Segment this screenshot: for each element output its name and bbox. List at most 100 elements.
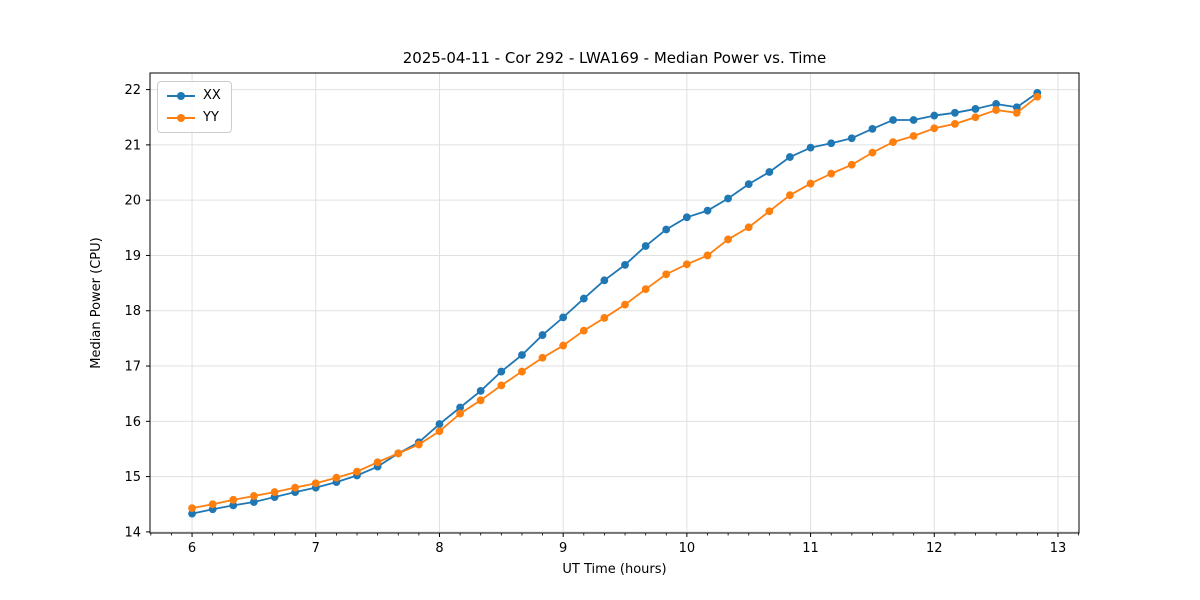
- y-tick-label: 17: [124, 360, 141, 375]
- series-YY-point: [332, 473, 341, 482]
- series-YY-point: [600, 314, 609, 322]
- series-XX-point: [229, 501, 238, 510]
- legend-line-marker-icon: [167, 87, 195, 105]
- chart-title: 2025-04-11 - Cor 292 - LWA169 - Median P…: [402, 49, 827, 67]
- series-XX-point: [600, 276, 609, 285]
- series-XX-point: [538, 331, 547, 339]
- series-XX-point: [641, 242, 650, 250]
- series-XX-point: [992, 100, 1001, 108]
- series-XX-point: [909, 116, 918, 124]
- series-XX-point: [786, 153, 794, 161]
- series-XX-point: [250, 498, 258, 506]
- series-YY-point: [662, 270, 671, 279]
- series-YY-point: [208, 500, 217, 509]
- series-YY-point: [497, 381, 506, 390]
- series-XX-point: [497, 367, 506, 376]
- series-XX-point: [662, 225, 671, 234]
- legend-label-xx: XX: [203, 88, 221, 103]
- series-YY-point: [518, 367, 526, 376]
- x-tick-label: 11: [802, 541, 819, 556]
- series-YY-point: [188, 504, 196, 513]
- series-YY-point: [889, 138, 897, 147]
- series-XX-point: [435, 420, 444, 428]
- y-tick-label: 22: [124, 83, 141, 98]
- series-YY-point: [414, 440, 423, 449]
- y-tick-label: 15: [124, 470, 141, 485]
- series-XX-point: [827, 139, 836, 148]
- legend: XX YY: [157, 81, 232, 133]
- series-XX-point: [579, 294, 588, 303]
- series-YY-point: [868, 148, 877, 157]
- series-XX-point: [951, 108, 959, 117]
- series-XX-point: [765, 168, 774, 176]
- legend-label-yy: YY: [203, 110, 219, 125]
- y-tick-label: 21: [124, 138, 141, 153]
- series-YY-point: [682, 260, 691, 269]
- legend-item-xx: XX: [167, 87, 221, 105]
- series-YY-point: [250, 492, 258, 500]
- series-YY-point: [291, 483, 300, 492]
- series-XX-point: [868, 124, 877, 133]
- legend-line-marker-icon: [167, 109, 195, 127]
- series-YY-point: [579, 326, 588, 335]
- series-XX-point: [476, 387, 485, 395]
- series-YY-point: [765, 207, 774, 216]
- series-XX-point: [889, 116, 897, 124]
- series-XX-point: [971, 105, 980, 113]
- x-tick-label: 8: [435, 541, 443, 556]
- series-YY-point: [476, 396, 485, 405]
- series-YY-point: [311, 479, 320, 488]
- series-YY-point: [909, 132, 918, 140]
- x-tick-label: 6: [188, 541, 196, 556]
- series-YY-point: [992, 106, 1001, 114]
- series-YY-point: [394, 449, 403, 458]
- series-XX-point: [847, 134, 856, 143]
- series-XX-point: [559, 313, 568, 322]
- series-XX-point: [682, 213, 691, 222]
- y-tick-label: 14: [124, 525, 141, 540]
- series-YY-point: [435, 427, 444, 436]
- series-XX-line: [191, 92, 1038, 515]
- x-tick-label: 9: [559, 541, 567, 556]
- series-YY-point: [847, 160, 856, 169]
- series-YY-point: [353, 467, 361, 476]
- series-YY-point: [1033, 92, 1042, 101]
- series-YY-point: [827, 169, 836, 178]
- legend-item-yy: YY: [167, 109, 221, 127]
- series-YY-point: [270, 488, 279, 496]
- series-YY-point: [559, 341, 568, 350]
- series-YY-point: [744, 223, 753, 232]
- series-YY-point: [641, 285, 650, 294]
- series-YY-point: [951, 119, 959, 128]
- series-XX-point: [703, 206, 712, 215]
- series-XX-point: [621, 260, 629, 269]
- x-tick-label: 13: [1050, 541, 1067, 556]
- series-YY-line: [191, 96, 1038, 510]
- series-YY-point: [621, 300, 629, 309]
- series-XX-point: [518, 351, 526, 359]
- series-XX-point: [806, 143, 815, 152]
- series-XX-point: [188, 509, 196, 518]
- series-YY-point: [786, 191, 794, 200]
- plot-border: [149, 72, 1080, 534]
- series-XX-point: [744, 180, 753, 189]
- series-YY-point: [703, 251, 712, 260]
- series-YY-point: [538, 353, 547, 362]
- x-tick-label: 10: [679, 541, 696, 556]
- series-YY-point: [1012, 108, 1021, 117]
- series-XX-point: [1012, 103, 1021, 112]
- y-tick-label: 19: [124, 249, 141, 264]
- x-tick-label: 12: [926, 541, 943, 556]
- y-tick-label: 18: [124, 304, 141, 319]
- x-tick-label: 7: [312, 541, 320, 556]
- series-YY-point: [229, 495, 238, 504]
- series-XX-point: [456, 403, 465, 412]
- series-YY-point: [971, 113, 980, 122]
- series-YY-point: [373, 458, 382, 467]
- x-axis-label: UT Time (hours): [562, 562, 667, 577]
- series-XX-point: [930, 111, 939, 120]
- series-YY-point: [456, 409, 465, 418]
- series-XX-point: [724, 194, 732, 203]
